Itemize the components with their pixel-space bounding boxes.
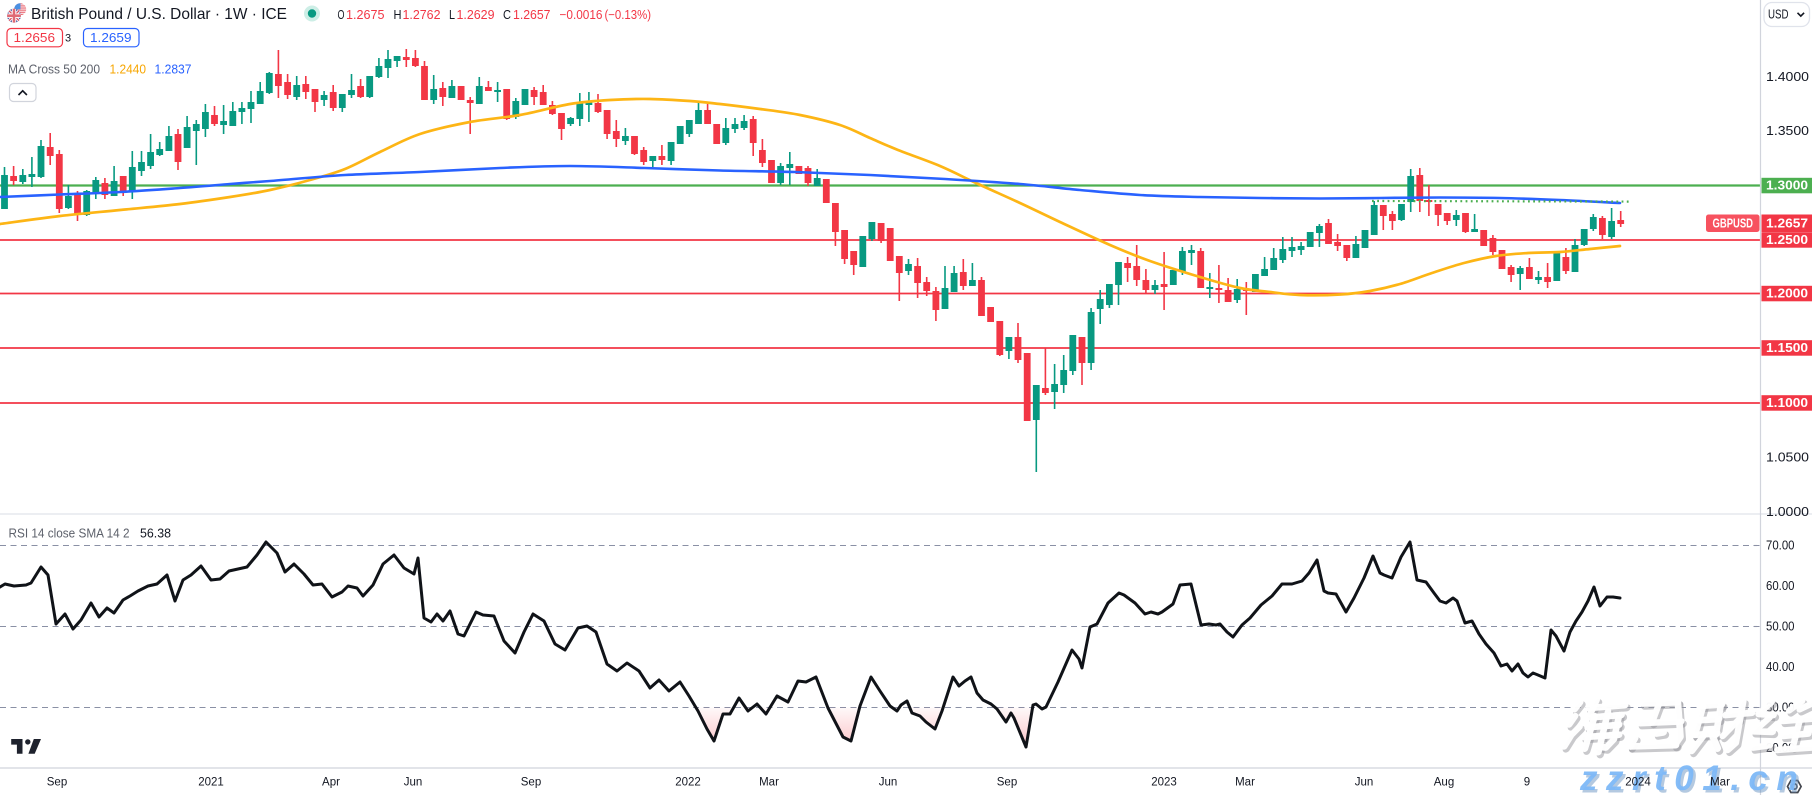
svg-text:British Pound / U.S. Dollar ·: British Pound / U.S. Dollar · 1W · ICE [31,6,287,23]
svg-text:RSI 14 close SMA 14 2: RSI 14 close SMA 14 2 [9,527,130,541]
svg-text:−0.0016: −0.0016 [560,7,603,22]
svg-text:zzrt01.cn: zzrt01.cn [1582,762,1809,795]
svg-text:Jun: Jun [404,777,423,789]
svg-text:Sep: Sep [997,777,1017,789]
svg-text:O: O [338,7,345,22]
svg-text:GBPUSD: GBPUSD [1713,217,1754,231]
svg-text:1.3000: 1.3000 [1766,179,1808,193]
svg-text:1.0000: 1.0000 [1766,505,1809,519]
svg-text:Mar: Mar [1710,777,1730,789]
svg-text:Aug: Aug [1434,777,1454,789]
svg-text:1.2629: 1.2629 [457,7,495,22]
svg-text:MA Cross 50 200: MA Cross 50 200 [8,63,100,77]
svg-text:2021: 2021 [198,777,224,789]
svg-text:H: H [394,7,402,22]
svg-text:2022: 2022 [675,777,701,789]
svg-text:Jun: Jun [1355,777,1374,789]
svg-text:1.1500: 1.1500 [1766,341,1808,355]
svg-text:Mar: Mar [1235,777,1255,789]
svg-text:1.0500: 1.0500 [1766,451,1809,465]
svg-text:60.00: 60.00 [1766,579,1795,593]
svg-text:Sep: Sep [47,777,67,789]
svg-text:56.38: 56.38 [140,527,171,541]
svg-text:1.2440: 1.2440 [110,63,147,77]
svg-text:1.4000: 1.4000 [1766,70,1809,84]
svg-text:zzrt01.cn: zzrt01.cn [1579,759,1806,795]
svg-text:1.2659: 1.2659 [90,30,132,45]
svg-text:1.2657: 1.2657 [513,7,551,22]
svg-text:1.2837: 1.2837 [155,63,192,77]
svg-text:Sep: Sep [521,777,541,789]
svg-text:Mar: Mar [759,777,779,789]
svg-text:USD: USD [1768,8,1789,22]
svg-text:70.00: 70.00 [1766,539,1795,553]
svg-text:50.00: 50.00 [1766,620,1795,634]
svg-text:1.2762: 1.2762 [403,7,441,22]
svg-text:9: 9 [1524,777,1530,789]
svg-text:1.3500: 1.3500 [1766,124,1809,138]
svg-text:L: L [449,7,455,22]
svg-text:(−0.13%): (−0.13%) [605,7,652,22]
svg-text:2023: 2023 [1151,777,1177,789]
svg-text:Jun: Jun [879,777,898,789]
svg-text:1.2500: 1.2500 [1766,233,1808,247]
svg-text:1.2656: 1.2656 [14,30,56,45]
svg-text:1.2000: 1.2000 [1766,287,1808,301]
svg-text:2024: 2024 [1625,777,1651,789]
svg-text:1.2657: 1.2657 [1766,217,1808,231]
svg-text:1.1000: 1.1000 [1766,396,1808,410]
svg-text:C: C [503,7,511,22]
svg-text:1.2675: 1.2675 [346,7,385,22]
svg-text:3: 3 [65,33,71,45]
svg-text:40.00: 40.00 [1766,660,1795,674]
svg-text:Apr: Apr [322,777,340,789]
